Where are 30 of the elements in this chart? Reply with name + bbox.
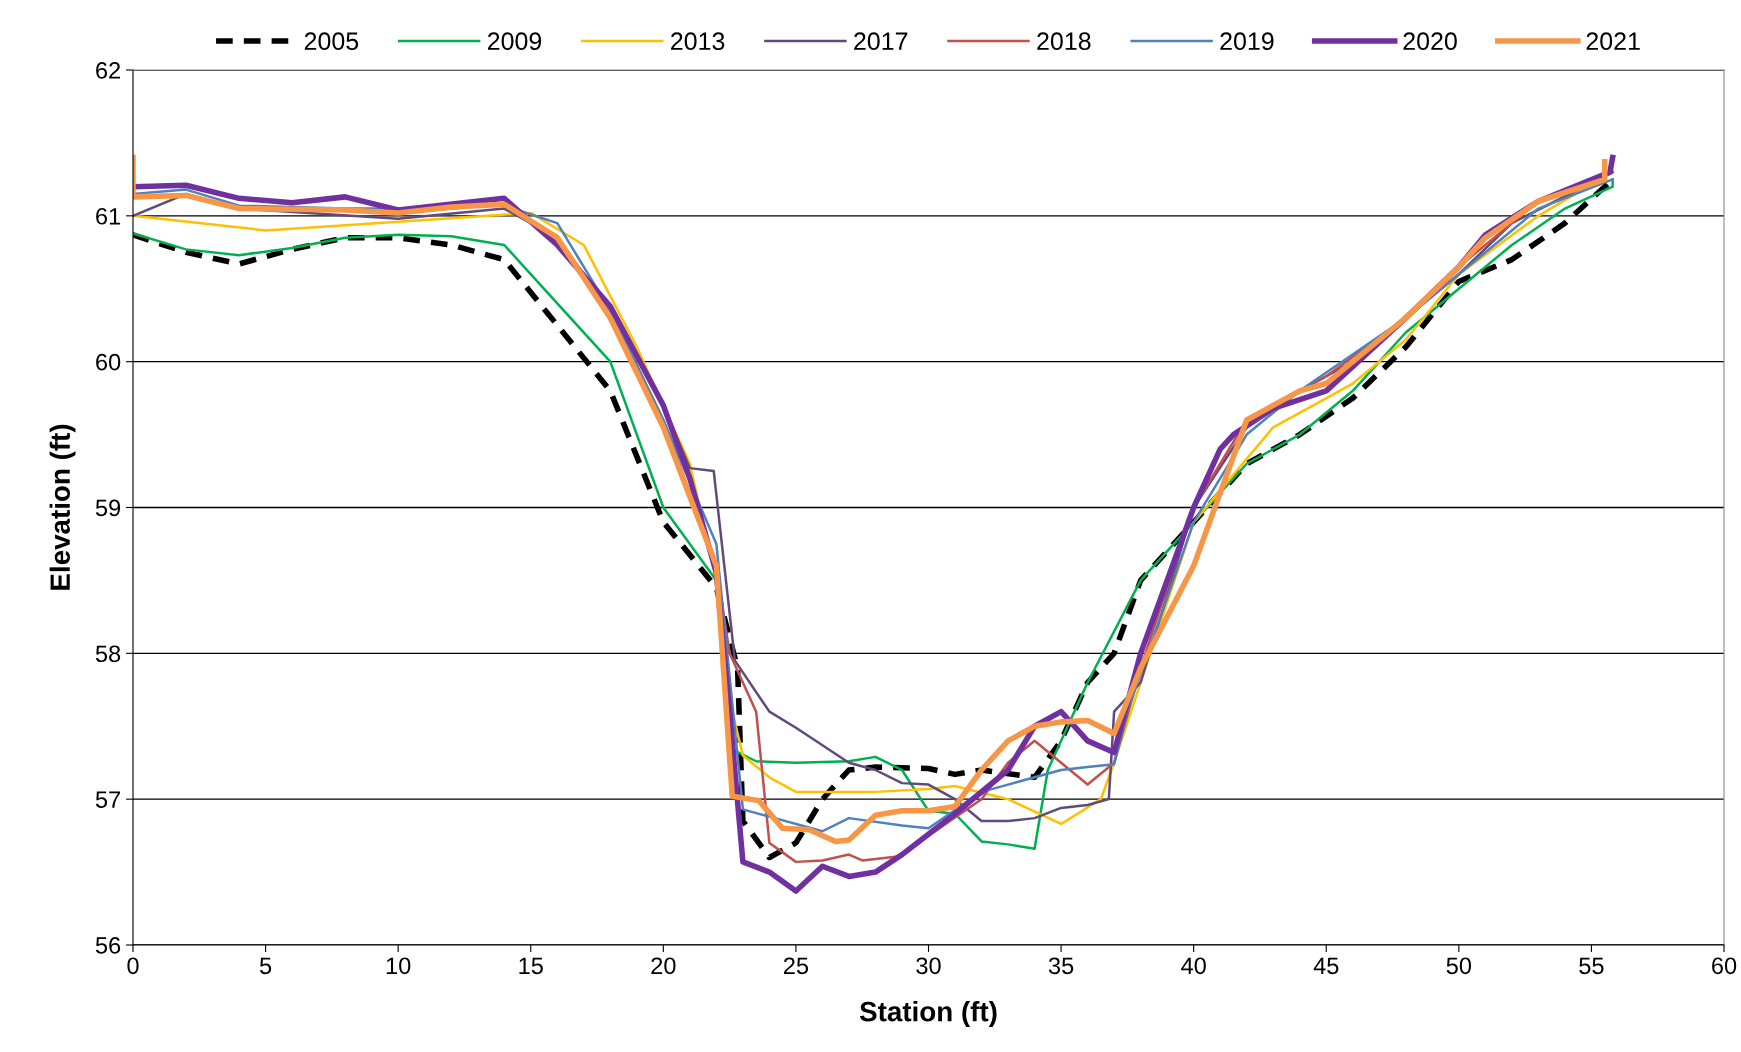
x-tick-label: 50 xyxy=(1446,957,1472,975)
legend-label: 2019 xyxy=(1220,32,1274,51)
x-tick-label: 30 xyxy=(916,957,941,975)
y-tick-label: 61 xyxy=(96,207,121,225)
x-tick-label: 55 xyxy=(1579,957,1604,975)
legend-label: 2009 xyxy=(487,32,542,51)
y-tick-label: 59 xyxy=(95,499,121,517)
legend-label: 2020 xyxy=(1403,32,1457,51)
x-axis-title: Station (ft) xyxy=(859,1001,997,1027)
x-tick-label: 20 xyxy=(651,957,676,975)
y-tick-label: 60 xyxy=(96,353,121,371)
x-tick-label: 40 xyxy=(1181,957,1206,975)
legend-label: 2005 xyxy=(304,32,359,51)
y-tick-label: 62 xyxy=(96,62,121,79)
x-tick-label: 5 xyxy=(259,957,272,975)
y-tick-label: 56 xyxy=(95,937,121,954)
y-tick-label: 58 xyxy=(95,645,121,663)
x-tick-label: 45 xyxy=(1313,957,1339,975)
legend-label: 2018 xyxy=(1037,32,1091,51)
x-tick-label: 0 xyxy=(127,957,139,975)
legend-label: 2013 xyxy=(671,32,725,51)
x-tick-label: 35 xyxy=(1048,957,1074,975)
y-tick-label: 57 xyxy=(95,791,121,808)
legend-label: 2017 xyxy=(854,32,908,51)
x-tick-label: 25 xyxy=(783,957,809,975)
x-tick-label: 15 xyxy=(519,957,543,975)
x-tick-label: 10 xyxy=(386,957,411,975)
x-tick-label: 60 xyxy=(1712,957,1737,975)
legend-label: 2021 xyxy=(1586,32,1640,51)
y-axis-title: Elevation (ft) xyxy=(49,424,76,590)
